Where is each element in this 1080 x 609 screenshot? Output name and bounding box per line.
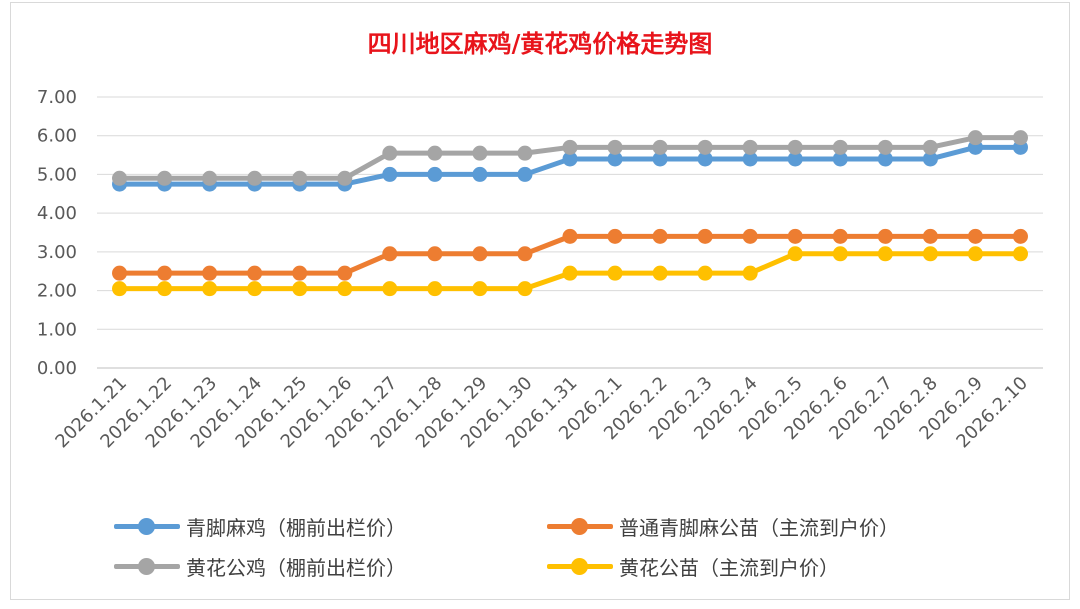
data-point — [247, 170, 263, 186]
chart-title: 四川地区麻鸡/黄花鸡价格走势图 — [367, 29, 713, 58]
data-point — [922, 151, 938, 167]
y-tick-label: 5.00 — [37, 164, 77, 185]
legend-swatch-blue — [114, 511, 180, 541]
data-point — [247, 265, 263, 281]
data-point — [517, 166, 533, 182]
data-point — [877, 228, 893, 244]
data-point — [742, 151, 758, 167]
data-point — [337, 265, 353, 281]
legend-item-gray: 黄花公鸡（棚前出栏价） — [114, 551, 406, 581]
data-point — [922, 139, 938, 155]
data-point — [472, 166, 488, 182]
data-point — [517, 246, 533, 262]
data-point — [967, 228, 983, 244]
data-point — [292, 265, 308, 281]
data-point — [922, 228, 938, 244]
data-point — [1012, 246, 1028, 262]
legend-item-orange: 普通青脚麻公苗（主流到户价） — [547, 511, 899, 541]
data-point — [292, 170, 308, 186]
legend-label-blue: 青脚麻鸡（棚前出栏价） — [186, 515, 406, 540]
legend-item-blue: 青脚麻鸡（棚前出栏价） — [114, 511, 406, 541]
legend-label-yellow: 黄花公苗（主流到户价） — [619, 555, 839, 580]
data-point — [337, 170, 353, 186]
data-point — [652, 151, 668, 167]
data-point — [247, 281, 263, 297]
data-point — [742, 139, 758, 155]
legend-label-orange: 普通青脚麻公苗（主流到户价） — [619, 515, 899, 540]
data-point — [427, 281, 443, 297]
data-point — [202, 281, 218, 297]
data-point — [697, 228, 713, 244]
data-point — [1012, 228, 1028, 244]
data-point — [472, 246, 488, 262]
data-point — [787, 139, 803, 155]
data-point — [967, 130, 983, 146]
data-point — [427, 145, 443, 161]
data-point — [382, 281, 398, 297]
legend-label-gray: 黄花公鸡（棚前出栏价） — [186, 555, 406, 580]
data-point — [157, 281, 173, 297]
data-point — [337, 281, 353, 297]
data-point — [1012, 130, 1028, 146]
data-point — [562, 265, 578, 281]
data-point — [652, 265, 668, 281]
y-tick-label: 4.00 — [37, 203, 77, 224]
data-point — [607, 265, 623, 281]
data-point — [787, 151, 803, 167]
y-tick-label: 1.00 — [37, 319, 77, 340]
data-point — [742, 265, 758, 281]
data-point — [202, 265, 218, 281]
data-point — [382, 145, 398, 161]
data-point — [697, 151, 713, 167]
data-point — [697, 139, 713, 155]
data-point — [517, 281, 533, 297]
data-point — [877, 246, 893, 262]
data-point — [607, 228, 623, 244]
chart-frame — [10, 2, 1070, 600]
data-point — [922, 246, 938, 262]
data-point — [832, 139, 848, 155]
data-point — [832, 228, 848, 244]
legend-swatch-orange — [547, 511, 613, 541]
y-tick-label: 2.00 — [37, 281, 77, 302]
data-point — [112, 265, 128, 281]
data-point — [697, 265, 713, 281]
data-point — [787, 246, 803, 262]
data-point — [427, 166, 443, 182]
data-point — [292, 281, 308, 297]
data-point — [967, 246, 983, 262]
data-point — [382, 246, 398, 262]
data-point — [877, 151, 893, 167]
data-point — [202, 170, 218, 186]
data-point — [742, 228, 758, 244]
data-point — [382, 166, 398, 182]
data-point — [112, 170, 128, 186]
data-point — [157, 170, 173, 186]
data-point — [562, 228, 578, 244]
data-point — [607, 151, 623, 167]
data-point — [472, 145, 488, 161]
data-point — [562, 139, 578, 155]
y-tick-label: 6.00 — [37, 126, 77, 147]
data-point — [562, 151, 578, 167]
data-point — [787, 228, 803, 244]
data-point — [157, 265, 173, 281]
legend-swatch-yellow — [547, 551, 613, 581]
y-tick-label: 0.00 — [37, 358, 77, 379]
legend-item-yellow: 黄花公苗（主流到户价） — [547, 551, 839, 581]
data-point — [652, 139, 668, 155]
data-point — [472, 281, 488, 297]
legend-swatch-gray — [114, 551, 180, 581]
data-point — [832, 151, 848, 167]
data-point — [652, 228, 668, 244]
data-point — [517, 145, 533, 161]
data-point — [427, 246, 443, 262]
data-point — [112, 281, 128, 297]
y-tick-label: 7.00 — [37, 87, 77, 108]
data-point — [607, 139, 623, 155]
data-point — [832, 246, 848, 262]
y-tick-label: 3.00 — [37, 242, 77, 263]
data-point — [877, 139, 893, 155]
